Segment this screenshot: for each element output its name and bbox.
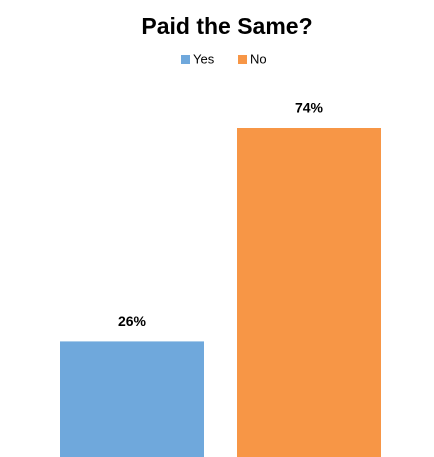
legend-swatch bbox=[181, 55, 190, 64]
data-label: 74% bbox=[295, 100, 324, 116]
legend-swatch bbox=[238, 55, 247, 64]
bar bbox=[60, 341, 204, 457]
legend-label: Yes bbox=[193, 51, 215, 66]
bar bbox=[237, 128, 381, 457]
data-label: 26% bbox=[118, 313, 147, 329]
chart-title: Paid the Same? bbox=[141, 13, 312, 39]
legend-label: No bbox=[250, 51, 267, 66]
